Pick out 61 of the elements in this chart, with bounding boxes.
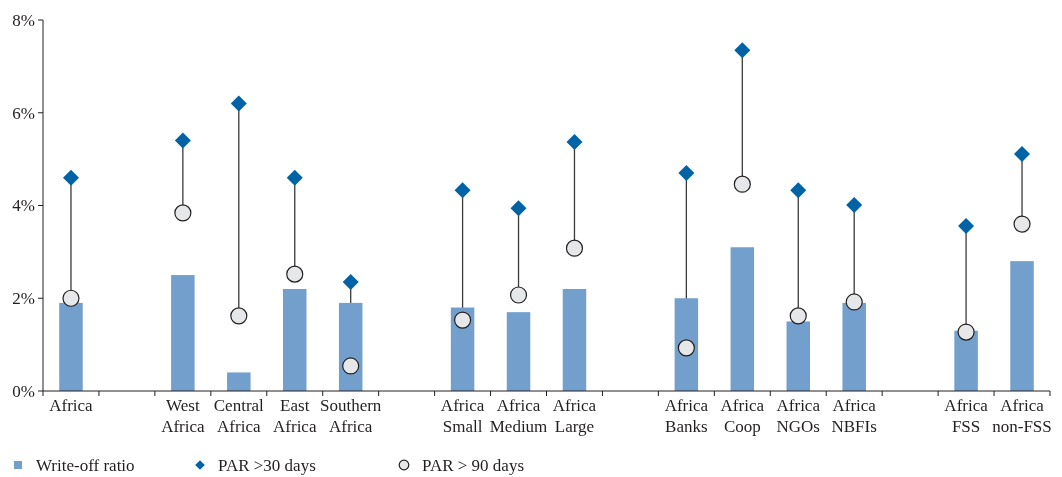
point <box>62 289 80 307</box>
point <box>453 311 472 329</box>
x-tick-label: Africa NGOs <box>776 396 821 436</box>
x-tick-label: Africa non-FSS <box>992 396 1052 436</box>
x-tick-label: Africa <box>49 396 94 415</box>
x-tick-label: Africa Coop <box>720 396 765 436</box>
x-tick-label: Central Africa <box>213 396 265 436</box>
point <box>565 239 584 257</box>
point <box>790 182 807 199</box>
point <box>678 165 695 182</box>
point <box>846 197 863 214</box>
bar <box>506 312 531 391</box>
bar <box>562 288 587 391</box>
x-tick-label: Southern Africa <box>320 396 382 436</box>
point <box>286 265 304 283</box>
x-tick-label: Africa NBFIs <box>831 396 877 436</box>
point <box>957 323 975 341</box>
y-tick-label: 2% <box>12 289 35 309</box>
bar <box>171 275 195 391</box>
bar <box>227 372 251 391</box>
bar <box>842 302 866 391</box>
x-tick-label: Africa Small <box>440 396 485 436</box>
y-tick-label: 4% <box>12 196 35 216</box>
point <box>1014 146 1031 163</box>
point <box>230 307 248 325</box>
x-tick-label: West Africa <box>161 396 206 436</box>
bar <box>786 321 810 391</box>
point <box>510 200 527 217</box>
y-tick-label: 6% <box>12 103 35 123</box>
point <box>342 357 360 375</box>
x-tick-label: East Africa <box>273 396 317 436</box>
point <box>958 217 975 234</box>
point <box>677 339 695 357</box>
legend-label: PAR > 90 days <box>422 455 525 475</box>
bar <box>730 247 755 391</box>
legend-label: PAR >30 days <box>218 455 316 475</box>
point <box>230 95 247 112</box>
x-tick-label: Africa Large <box>552 396 597 436</box>
point <box>789 307 807 325</box>
legend-label: Write-off ratio <box>36 455 135 475</box>
bar <box>59 302 83 391</box>
point <box>454 182 471 199</box>
bar <box>954 330 978 391</box>
point <box>566 133 583 150</box>
point <box>174 204 192 222</box>
y-tick-label: 0% <box>12 381 35 401</box>
point <box>62 169 79 186</box>
x-tick-label: Africa Medium <box>489 396 548 436</box>
point <box>733 175 751 193</box>
point <box>509 286 528 304</box>
point <box>845 293 863 311</box>
point <box>342 274 359 291</box>
x-tick-label: Africa FSS <box>944 396 989 436</box>
point <box>174 132 191 149</box>
point <box>734 42 751 59</box>
bar <box>1010 261 1034 391</box>
point <box>1013 215 1031 233</box>
point <box>286 169 303 186</box>
x-tick-label: Africa Banks <box>664 396 709 436</box>
y-tick-label: 8% <box>12 10 35 30</box>
bar <box>283 288 307 391</box>
